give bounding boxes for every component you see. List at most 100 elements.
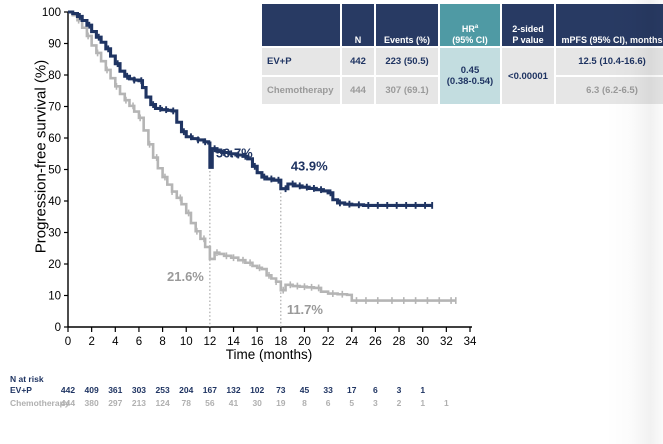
summary-header-hr-line1: HR <box>461 24 475 34</box>
numbers-at-risk-table: N at risk EV+P 442 409 361 303 253 204 167 132 1… <box>10 374 660 411</box>
x-axis-tick-label: 12 <box>203 336 216 348</box>
numbers-at-risk-value: 132 <box>226 385 241 395</box>
summary-header-hr: HRa (95% CI) <box>439 4 502 47</box>
numbers-at-risk-value: 303 <box>131 385 147 395</box>
x-axis-tick-label: 0 <box>65 336 71 348</box>
x-axis-tick-label: 34 <box>464 336 477 348</box>
km-series-ev-p <box>68 10 434 209</box>
numbers-at-risk-value: 380 <box>84 398 99 408</box>
numbers-at-risk-value: 213 <box>131 398 147 408</box>
km-curve-line <box>68 10 433 207</box>
numbers-at-risk-value: 3 <box>396 385 402 395</box>
summary-header-n: N <box>341 4 376 47</box>
curve-annotation-216: 21.6% <box>167 269 204 284</box>
summary-n-chemotherapy: 444 <box>341 75 376 104</box>
numbers-at-risk-value: 1 <box>420 385 426 395</box>
x-axis-tick-label: 22 <box>322 336 335 348</box>
x-axis-tick-label: 2 <box>88 336 94 348</box>
summary-hr-value: 0.45 (0.38-0.54) <box>439 46 502 104</box>
numbers-at-risk-value: 56 <box>205 398 215 408</box>
y-axis-tick-label: 70 <box>48 102 61 114</box>
y-axis-tick-label: 40 <box>48 196 61 208</box>
y-axis-tick-label: 60 <box>48 133 61 145</box>
km-series-chemotherapy <box>68 10 457 304</box>
numbers-at-risk-row-evp: EV+P 442 409 3 6 1 303 253 204 167 132 102 73 45 33 17… <box>10 385 660 398</box>
summary-header-pvalue-line1: 2-sided <box>512 24 544 34</box>
y-axis-tick-label: 50 <box>48 165 61 177</box>
numbers-at-risk-value: 409 <box>84 385 99 395</box>
numbers-at-risk-value: 442 <box>60 385 76 395</box>
summary-header-arm <box>262 4 342 47</box>
numbers-at-risk-value: 124 <box>155 398 170 408</box>
summary-pvalue-value: <0.00001 <box>501 46 556 104</box>
numbers-at-risk-value: 167 <box>202 385 217 395</box>
numbers-at-risk-value: 3 <box>373 398 378 408</box>
numbers-at-risk-value: 5 <box>349 398 355 408</box>
numbers-at-risk-value: 253 <box>155 385 170 395</box>
numbers-at-risk-value: 17 <box>347 385 357 395</box>
x-axis-tick-label: 20 <box>298 336 311 348</box>
curve-annotation-439: 43.9% <box>291 159 328 174</box>
numbers-at-risk-value: 30 <box>252 398 262 408</box>
x-axis-tick-label: 4 <box>112 336 119 348</box>
summary-header-events: Events (%) <box>375 4 440 47</box>
summary-row-chemotherapy: Chemotherapy 444 307 (69.1) 6.3 (6.2-6.5… <box>262 75 663 104</box>
numbers-at-risk-value: 6 <box>373 385 378 395</box>
summary-statistics-table: N Events (%) HRa (95% CI) 2-sided P valu… <box>262 4 663 104</box>
y-axis-tick-label: 20 <box>48 259 61 271</box>
summary-arm-label-chemotherapy: Chemotherapy <box>262 75 342 104</box>
x-axis-tick-label: 18 <box>274 336 287 348</box>
summary-mpfs-evp: 12.5 (10.4-16.6) <box>555 46 663 76</box>
x-axis-tick-label: 16 <box>251 336 264 348</box>
summary-arm-label-evp: EV+P <box>262 46 342 76</box>
y-axis-tick-label: 90 <box>48 39 61 51</box>
numbers-at-risk-value: 297 <box>108 398 123 408</box>
numbers-at-risk-value: 78 <box>181 398 191 408</box>
numbers-at-risk-label-chemotherapy: Chemotherapy <box>10 398 70 408</box>
x-axis-tick-label: 26 <box>369 336 382 348</box>
numbers-at-risk-value: 6 <box>325 398 331 408</box>
x-axis-tick-label: 30 <box>416 336 429 348</box>
numbers-at-risk-value: 1 <box>443 398 449 408</box>
numbers-at-risk-value: 33 <box>323 385 333 395</box>
y-axis-tick-label: 80 <box>48 70 61 82</box>
summary-row-evp: EV+P 442 223 (50.5) 0.45 (0.38-0.54) <0.… <box>262 46 663 104</box>
summary-events-evp: 223 (50.5) <box>375 46 440 76</box>
numbers-at-risk-label-evp: EV+P <box>10 385 32 395</box>
x-axis-tick-label: 8 <box>159 336 165 348</box>
plot-area: 0 10 20 30 40 50 60 70 80 90 100 0 2 4 6 8 10 12 14 16 18 20 2… <box>32 7 477 362</box>
y-axis-tick-label: 100 <box>42 7 61 19</box>
numbers-at-risk-value: 8 <box>302 398 307 408</box>
numbers-at-risk-value: 204 <box>179 385 194 395</box>
x-axis-tick-label: 24 <box>345 336 358 348</box>
numbers-at-risk-value: 41 <box>228 398 239 408</box>
summary-header-pvalue-line2: P value <box>512 35 544 45</box>
numbers-at-risk-value: 102 <box>250 385 265 395</box>
numbers-at-risk-value: 444 <box>60 398 76 408</box>
numbers-at-risk-title: N at risk <box>10 374 44 384</box>
x-axis-tick-label: 14 <box>227 336 240 348</box>
x-axis-title: Time (months) <box>225 347 313 362</box>
y-axis-title: Progression-free survival (%) <box>32 59 50 254</box>
summary-header-mpfs: mPFS (95% CI), months <box>555 4 663 47</box>
x-axis-tick-label: 32 <box>440 336 453 348</box>
numbers-at-risk-value: 45 <box>299 385 310 395</box>
km-curve-line <box>68 10 456 302</box>
numbers-at-risk-value: 73 <box>276 385 286 395</box>
x-axis-tick-label: 28 <box>393 336 406 348</box>
summary-events-chemotherapy: 307 (69.1) <box>375 75 440 104</box>
x-axis-tick-label: 6 <box>136 336 142 348</box>
x-axis-tick-label: 10 <box>180 336 193 348</box>
numbers-at-risk-row-chemotherapy: Chemotherapy 444 380 297 213 124 78 56 41 30 19 8 6… <box>10 398 660 411</box>
summary-header-pvalue: 2-sided P value <box>501 4 556 47</box>
summary-header-hr-footnote: a <box>474 24 479 30</box>
y-axis-tick-label: 0 <box>55 322 61 334</box>
summary-hr-point-estimate: 0.45 <box>460 65 480 76</box>
summary-mpfs-chemotherapy: 6.3 (6.2-6.5) <box>555 75 663 104</box>
y-axis-tick-label: 10 <box>48 291 61 303</box>
summary-header-hr-line2: (95% CI) <box>452 35 488 45</box>
numbers-at-risk-value: 19 <box>276 398 286 408</box>
numbers-at-risk-value: 1 <box>420 398 426 408</box>
summary-n-evp: 442 <box>341 46 376 76</box>
